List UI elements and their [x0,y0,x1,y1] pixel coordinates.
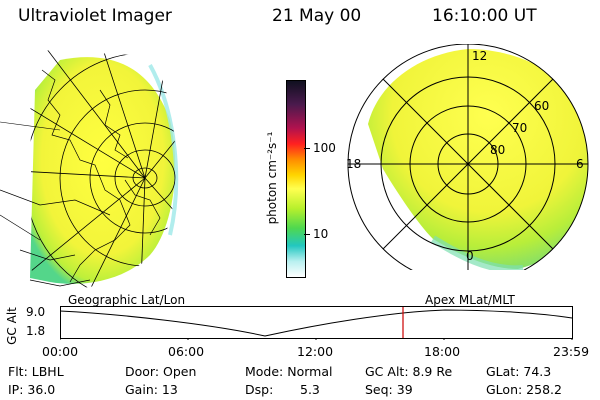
colorbar [286,80,306,278]
ip-value: IP: 36.0 [8,382,56,397]
filter-value: Flt: LBHL [8,364,64,379]
timeline-x-tick-0600: 06:00 [168,344,205,359]
geographic-disc [30,57,176,284]
timeline-y-tick-high: 9.0 [26,305,46,319]
lat-label-80: 80 [490,143,505,157]
altitude-curve [60,309,573,337]
continent-outlines [0,69,161,287]
polar-auroral-image: 12 18 6 0 60 70 80 [346,44,589,270]
sequence-value: Seq: 39 [365,382,413,397]
mlt-label-18: 18 [346,157,361,171]
timeline-y-tick-low: 1.8 [26,324,46,338]
grid-spur [0,214,41,241]
dsp-label: Dsp: [245,382,274,397]
colorbar-tick-10: 10 [313,227,329,241]
colorbar-tick [304,148,310,149]
time-label: 16:10:00 UT [432,6,537,26]
geographic-auroral-image [0,50,179,288]
mlt-label-0: 0 [466,249,474,263]
timeline-x-tick-1200: 12:00 [297,344,334,359]
timeline-x-tick-0000: 00:00 [42,344,79,359]
mlt-label-6: 6 [576,157,584,171]
gc-altitude-value: GC Alt: 8.9 Re [365,364,453,379]
colorbar-tick [304,234,310,235]
mlt-label-12: 12 [472,49,487,63]
timeline-y-axis-label: GC Alt [5,307,19,345]
mode-value: Mode: Normal [245,364,333,379]
polar-aurora-fill [368,49,588,270]
colorbar-unit-label: photon cm⁻²s⁻¹ [265,131,279,225]
projection-left-label: Geographic Lat/Lon [68,293,186,307]
timeline-x-tick-2359: 23:59 [553,344,590,359]
disc-edge-glow [148,64,179,236]
dsp-value: 5.3 [300,382,320,397]
door-status: Door: Open [125,364,197,379]
lat-lon-grid [30,50,176,288]
projection-right-label: Apex MLat/MLT [425,293,515,307]
timeline-ticks [60,338,573,340]
polar-grid [347,44,589,270]
geographic-lon-value: GLon: 258.2 [486,382,562,397]
instrument-title: Ultraviolet Imager [18,6,172,26]
grid-spur [0,121,61,131]
altitude-timeline-plot [60,306,573,340]
timeline-x-tick-1800: 18:00 [424,344,461,359]
gain-value: Gain: 13 [125,382,178,397]
lat-label-70: 70 [512,121,527,135]
geographic-lat-value: GLat: 74.3 [486,364,552,379]
date-label: 21 May 00 [272,6,362,26]
lat-label-60: 60 [534,99,549,113]
colorbar-tick-100: 100 [313,141,336,155]
